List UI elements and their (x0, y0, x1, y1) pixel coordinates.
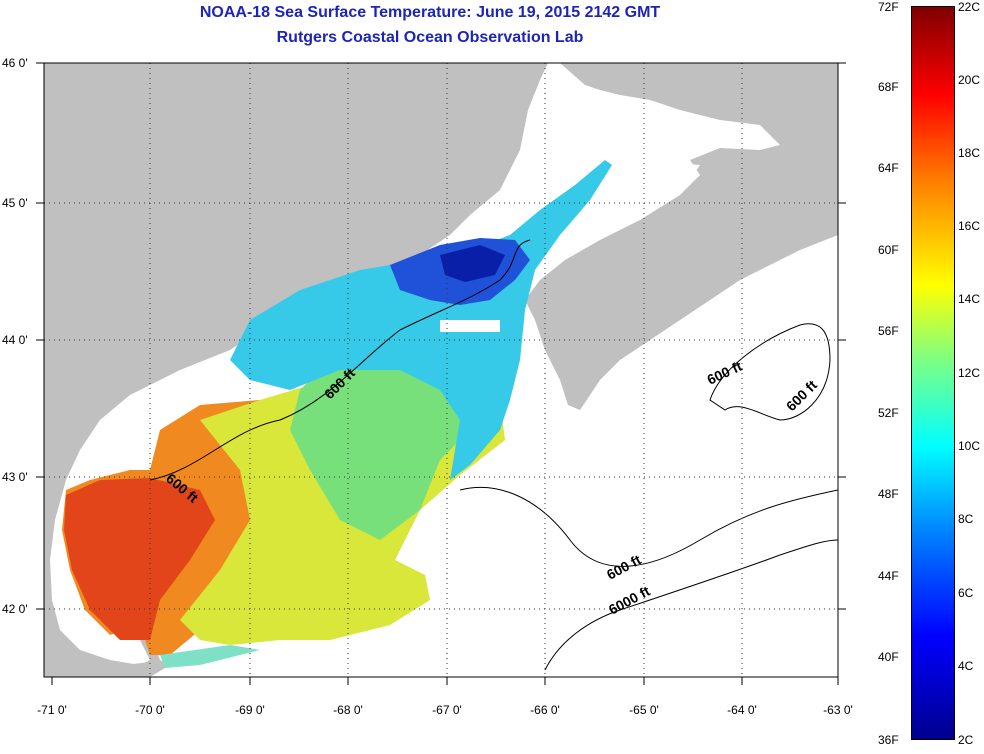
map-subtitle: Rutgers Coastal Ocean Observation Lab (276, 29, 584, 46)
colorbar-c-label: 4C (958, 659, 974, 673)
colorbar-f-label: 44F (878, 569, 899, 583)
lon-label: -63 0' (823, 703, 853, 717)
colorbar-f-label: 40F (878, 650, 899, 664)
colorbar-f-label: 68F (878, 80, 899, 94)
isobath-600ft-east (709, 323, 831, 421)
colorbar-c-label: 16C (958, 219, 981, 233)
colorbar-c-label: 2C (958, 733, 974, 747)
colorbar-f-label: 56F (878, 324, 899, 338)
lat-label: 42 0' (2, 602, 28, 616)
lon-label: -69 0' (235, 703, 265, 717)
bay-of-fundy-water (520, 160, 700, 275)
sst-cloud-gap (440, 320, 500, 332)
colorbar-f-label: 64F (878, 161, 899, 175)
lon-label: -67 0' (432, 703, 462, 717)
colorbar-c-label: 12C (958, 366, 981, 380)
sst-green-region (290, 350, 480, 540)
isobath-600ft (149, 239, 838, 567)
nova-scotia-land (525, 63, 838, 410)
colorbar-c-label: 8C (958, 512, 974, 526)
lon-label: -68 0' (333, 703, 363, 717)
colorbar-c-label: 14C (958, 292, 981, 306)
colorbar-c-label: 20C (958, 73, 981, 87)
colorbar-f-label: 60F (878, 243, 899, 257)
sst-cold-core (440, 245, 505, 282)
lon-label: -64 0' (727, 703, 757, 717)
isobath-6000ft (544, 539, 838, 671)
temperature-colorbar (911, 6, 955, 740)
colorbar-f-label: 72F (878, 0, 899, 14)
sst-hot-region (64, 478, 215, 640)
colorbar-c-label: 22C (958, 0, 981, 14)
colorbar-f-label: 52F (878, 406, 899, 420)
map-title: NOAA-18 Sea Surface Temperature: June 19… (199, 4, 661, 21)
colorbar-c-label: 10C (958, 439, 981, 453)
colorbar-f-label: 36F (878, 733, 899, 747)
colorbar-c-label: 18C (958, 146, 981, 160)
lon-label: -70 0' (135, 703, 165, 717)
lon-label: -65 0' (629, 703, 659, 717)
lat-label: 43 0' (2, 470, 28, 484)
colorbar-f-label: 48F (878, 487, 899, 501)
nantucket-land (100, 662, 160, 677)
lat-label: 44 0' (2, 333, 28, 347)
new-england-land (44, 63, 548, 677)
sst-south-strip (160, 645, 260, 668)
lon-label: -66 0' (530, 703, 560, 717)
lon-label: -71 0' (37, 703, 67, 717)
colorbar-c-label: 6C (958, 586, 974, 600)
lat-label: 46 0' (2, 56, 28, 70)
lat-label: 45 0' (2, 196, 28, 210)
